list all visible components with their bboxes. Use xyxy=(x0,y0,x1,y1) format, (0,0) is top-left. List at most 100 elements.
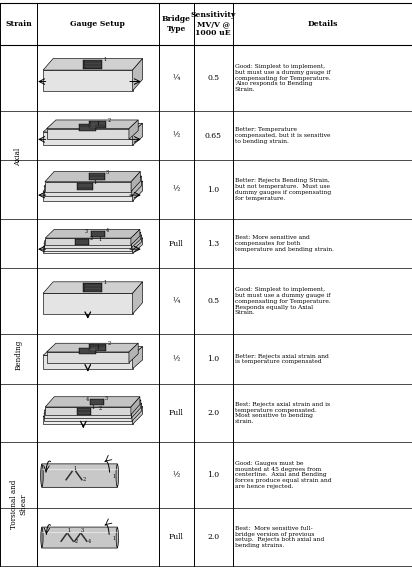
Text: 3: 3 xyxy=(106,170,109,175)
Text: 4: 4 xyxy=(88,539,91,543)
Bar xyxy=(89,344,106,351)
Text: Good: Simplest to implement,
but must use a dummy gauge if
compensating for Temp: Good: Simplest to implement, but must us… xyxy=(235,64,330,92)
Polygon shape xyxy=(129,120,138,139)
Polygon shape xyxy=(44,176,141,186)
Text: 1: 1 xyxy=(103,57,106,62)
Polygon shape xyxy=(43,181,143,191)
Polygon shape xyxy=(133,406,143,424)
Bar xyxy=(90,398,104,405)
Text: 1: 1 xyxy=(97,121,100,126)
Text: Bridge
Type: Bridge Type xyxy=(162,15,191,32)
Polygon shape xyxy=(43,347,143,355)
Text: Best:  More sensitive full-
bridge version of previous
setup.  Rejects both axia: Best: More sensitive full- bridge versio… xyxy=(235,526,324,548)
Bar xyxy=(77,408,91,415)
Bar xyxy=(83,60,102,69)
Text: ¼: ¼ xyxy=(173,297,180,306)
Bar xyxy=(75,239,89,245)
Text: Good: Simplest to implement,
but must use a dummy gauge if
compensating for Temp: Good: Simplest to implement, but must us… xyxy=(235,287,330,315)
Text: 2: 2 xyxy=(99,406,102,411)
Text: 0.5: 0.5 xyxy=(207,74,219,82)
Polygon shape xyxy=(132,403,142,421)
Text: 3: 3 xyxy=(81,529,84,534)
Text: 1: 1 xyxy=(103,281,106,286)
Polygon shape xyxy=(43,282,143,294)
Text: Sensitivity
MV/V @
1000 uE: Sensitivity MV/V @ 1000 uE xyxy=(190,11,236,37)
Ellipse shape xyxy=(116,464,119,486)
Text: Better: Rejects axial strain and
is temperature compensated: Better: Rejects axial strain and is temp… xyxy=(235,353,329,364)
FancyBboxPatch shape xyxy=(42,527,118,548)
Ellipse shape xyxy=(116,527,118,547)
FancyBboxPatch shape xyxy=(42,464,118,487)
Polygon shape xyxy=(43,132,133,146)
Polygon shape xyxy=(45,182,131,192)
Polygon shape xyxy=(129,343,138,362)
Text: Strain: Strain xyxy=(5,20,32,28)
Text: 1.0: 1.0 xyxy=(207,355,219,363)
Text: 4: 4 xyxy=(106,228,109,233)
Polygon shape xyxy=(132,235,142,250)
Polygon shape xyxy=(47,120,138,129)
Polygon shape xyxy=(43,123,143,132)
Text: 1.0: 1.0 xyxy=(207,185,219,193)
Text: 1.0: 1.0 xyxy=(207,471,219,479)
Polygon shape xyxy=(131,171,140,192)
Bar xyxy=(79,125,96,131)
Text: 2: 2 xyxy=(74,539,77,543)
Polygon shape xyxy=(44,400,141,410)
Text: Full: Full xyxy=(169,409,184,417)
Bar xyxy=(77,183,93,190)
Polygon shape xyxy=(43,406,143,417)
Polygon shape xyxy=(47,352,129,362)
Text: ½: ½ xyxy=(173,355,180,363)
Polygon shape xyxy=(45,238,131,245)
Text: 3: 3 xyxy=(105,395,108,401)
Polygon shape xyxy=(43,238,143,246)
Text: Best: Rejects axial strain and is
temperature compensated.
Most sensitive to ben: Best: Rejects axial strain and is temper… xyxy=(235,402,330,424)
Polygon shape xyxy=(45,171,140,182)
Text: 1: 1 xyxy=(94,180,97,185)
Ellipse shape xyxy=(41,527,43,547)
Text: Better: Temperature
compensated, but it is sensitive
to bending strain.: Better: Temperature compensated, but it … xyxy=(235,127,330,144)
Polygon shape xyxy=(45,229,140,238)
Polygon shape xyxy=(44,414,132,421)
Text: 0.65: 0.65 xyxy=(205,131,222,139)
Bar xyxy=(89,121,106,127)
Text: 0.5: 0.5 xyxy=(207,297,219,306)
Polygon shape xyxy=(43,246,133,253)
Polygon shape xyxy=(133,181,143,201)
Polygon shape xyxy=(44,186,132,196)
Text: ½: ½ xyxy=(173,185,180,193)
Text: 2: 2 xyxy=(90,236,93,241)
Text: Good: Gauges must be
mounted at 45 degrees from
centerline.  Axial and Bending
f: Good: Gauges must be mounted at 45 degre… xyxy=(235,461,332,489)
Polygon shape xyxy=(45,407,131,415)
Text: 1: 1 xyxy=(112,536,115,541)
Polygon shape xyxy=(45,397,140,407)
Text: 1: 1 xyxy=(73,466,76,471)
Polygon shape xyxy=(131,397,140,415)
Text: ¼: ¼ xyxy=(173,74,180,82)
Text: Full: Full xyxy=(169,240,184,248)
Polygon shape xyxy=(44,241,131,248)
Polygon shape xyxy=(43,355,133,369)
Polygon shape xyxy=(133,282,143,314)
Text: 1: 1 xyxy=(68,529,70,534)
Text: 2: 2 xyxy=(107,341,110,347)
Polygon shape xyxy=(133,123,143,146)
Text: 1: 1 xyxy=(97,345,100,350)
Bar xyxy=(89,173,105,180)
Text: Best: More sensitive and
compensates for both
temperature and bending strain.: Best: More sensitive and compensates for… xyxy=(235,236,334,252)
Text: ½: ½ xyxy=(173,471,180,479)
Text: Torsional and
Shear: Torsional and Shear xyxy=(10,480,27,529)
Polygon shape xyxy=(133,59,143,91)
Text: 1.3: 1.3 xyxy=(207,240,219,248)
Polygon shape xyxy=(44,244,132,250)
Text: 2.0: 2.0 xyxy=(207,409,219,417)
Text: 2.0: 2.0 xyxy=(207,533,219,541)
Polygon shape xyxy=(43,294,133,314)
Text: 4: 4 xyxy=(86,397,89,402)
Polygon shape xyxy=(43,70,133,91)
Polygon shape xyxy=(43,59,143,70)
Bar xyxy=(79,348,96,354)
Polygon shape xyxy=(47,343,138,352)
Polygon shape xyxy=(133,238,143,253)
